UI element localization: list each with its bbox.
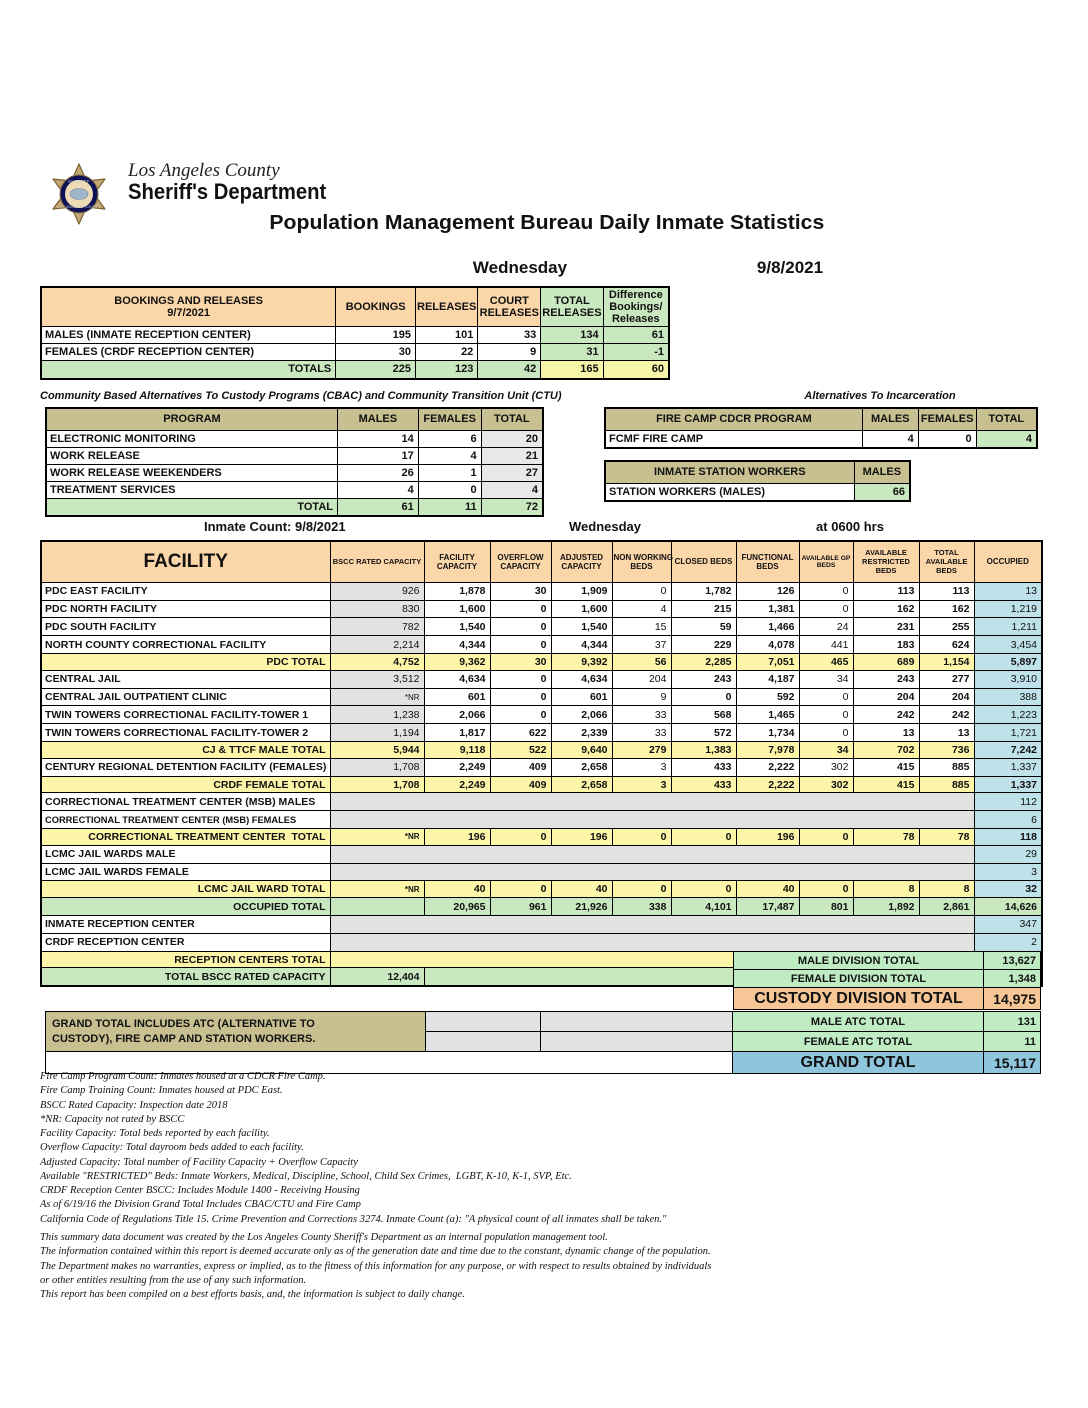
svg-text:LOS ANGELES COUNTY: LOS ANGELES COUNTY [57,205,101,209]
svg-text:SHERIFF: SHERIFF [68,179,90,184]
